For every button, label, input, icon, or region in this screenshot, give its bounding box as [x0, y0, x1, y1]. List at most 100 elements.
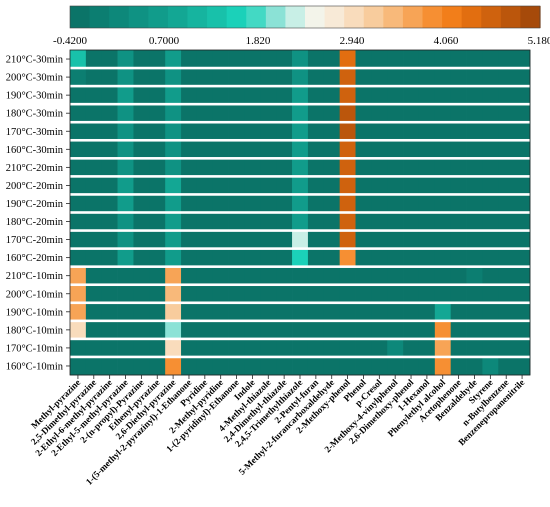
- heatmap-cell: [196, 338, 214, 358]
- colorbar: -0.4200 0.7000 1.820 2.940 4.060 5.180: [53, 5, 550, 47]
- heatmap-cell: [117, 158, 134, 177]
- heatmap-cell: [339, 68, 356, 87]
- heatmap-cell: [371, 338, 388, 358]
- heatmap-cell: [165, 230, 182, 249]
- heatmap-cell: [165, 176, 182, 195]
- heatmap-cell: [244, 176, 261, 195]
- heatmap-cell: [323, 140, 341, 159]
- heatmap-cell: [117, 230, 134, 249]
- heatmap-cell: [181, 230, 198, 249]
- colorbar-swatch: [520, 6, 541, 28]
- row-separator: [70, 211, 530, 214]
- heatmap-cell: [339, 86, 356, 105]
- heatmap-cell: [387, 104, 404, 123]
- heatmap-cell: [292, 230, 309, 249]
- heatmap-cell: [307, 230, 325, 249]
- row-label: 200°C-20min: [6, 181, 64, 192]
- heatmap-cell: [101, 50, 118, 69]
- heatmap-cell: [450, 212, 467, 231]
- heatmap-cell: [117, 356, 134, 376]
- heatmap-cell: [276, 230, 293, 249]
- heatmap-cell: [323, 248, 341, 268]
- heatmap-cell: [339, 212, 356, 231]
- heatmap-cell: [307, 356, 325, 376]
- heatmap-cell: [355, 194, 372, 213]
- heatmap-cell: [355, 158, 372, 177]
- heatmap-cell: [165, 320, 182, 340]
- heatmap-cell: [196, 266, 214, 286]
- heatmap-cell: [450, 338, 467, 358]
- row-label: 180°C-20min: [6, 217, 64, 228]
- heatmap-cell: [371, 176, 388, 195]
- heatmap-cell: [85, 284, 103, 304]
- heatmap-cell: [133, 50, 150, 69]
- heatmap-cell: [514, 266, 531, 286]
- heatmap-cell: [101, 284, 118, 304]
- colorbar-swatch: [442, 6, 463, 28]
- heatmap-cell: [307, 68, 325, 87]
- heatmap-cell: [450, 176, 467, 195]
- heatmap-cell: [181, 140, 198, 159]
- heatmap-cell: [482, 68, 499, 87]
- heatmap-cell: [212, 194, 229, 213]
- heatmap-cell: [434, 338, 452, 358]
- heatmap-cell: [70, 176, 87, 195]
- heatmap-cell: [133, 302, 150, 322]
- heatmap-cell: [165, 50, 182, 69]
- heatmap-cell: [228, 302, 245, 322]
- heatmap-cell: [292, 68, 309, 87]
- heatmap-cell: [466, 212, 483, 231]
- heatmap-cell: [85, 140, 103, 159]
- heatmap-cell: [482, 284, 499, 304]
- heatmap-cell: [276, 320, 293, 340]
- heatmap-cell: [466, 338, 483, 358]
- heatmap-cell: [149, 338, 166, 358]
- heatmap-cell: [418, 230, 436, 249]
- heatmap-cell: [355, 266, 372, 286]
- heatmap-cell: [117, 248, 134, 268]
- heatmap-cell: [85, 86, 103, 105]
- heatmap-cell: [101, 194, 118, 213]
- heatmap-cell: [403, 158, 420, 177]
- heatmap-cell: [260, 140, 277, 159]
- heatmap-cell: [307, 140, 325, 159]
- heatmap-cell: [244, 68, 261, 87]
- heatmap-cell: [228, 338, 245, 358]
- heatmap-cell: [387, 302, 404, 322]
- heatmap-cell: [212, 284, 229, 304]
- heatmap-cell: [133, 284, 150, 304]
- heatmap-cell: [323, 86, 341, 105]
- heatmap-cell: [418, 338, 436, 358]
- heatmap-cell: [276, 338, 293, 358]
- heatmap-cell: [466, 266, 483, 286]
- heatmap-cell: [149, 176, 166, 195]
- heatmap-cell: [323, 194, 341, 213]
- heatmap-cell: [133, 122, 150, 141]
- heatmap-cell: [149, 320, 166, 340]
- heatmap-cell: [403, 212, 420, 231]
- heatmap-cell: [323, 230, 341, 249]
- heatmap-cell: [482, 50, 499, 69]
- heatmap-cell: [403, 302, 420, 322]
- heatmap-cell: [117, 338, 134, 358]
- heatmap-cell: [276, 140, 293, 159]
- heatmap-cell: [355, 284, 372, 304]
- heatmap-cell: [292, 122, 309, 141]
- heatmap-cell: [387, 158, 404, 177]
- heatmap-cell: [85, 212, 103, 231]
- heatmap-cell: [323, 302, 341, 322]
- heatmap-cell: [434, 176, 452, 195]
- heatmap-cell: [212, 68, 229, 87]
- colorbar-border: [69, 5, 541, 29]
- colorbar-tick-label: 1.820: [246, 35, 271, 47]
- row-label: 160°C-10min: [6, 361, 64, 372]
- heatmap-cell: [514, 356, 531, 376]
- heatmap-cell: [514, 68, 531, 87]
- heatmap-cell: [323, 50, 341, 69]
- heatmap-cell: [403, 338, 420, 358]
- row-label: 190°C-20min: [6, 199, 64, 210]
- heatmap-cell: [418, 140, 436, 159]
- heatmap-cell: [418, 248, 436, 268]
